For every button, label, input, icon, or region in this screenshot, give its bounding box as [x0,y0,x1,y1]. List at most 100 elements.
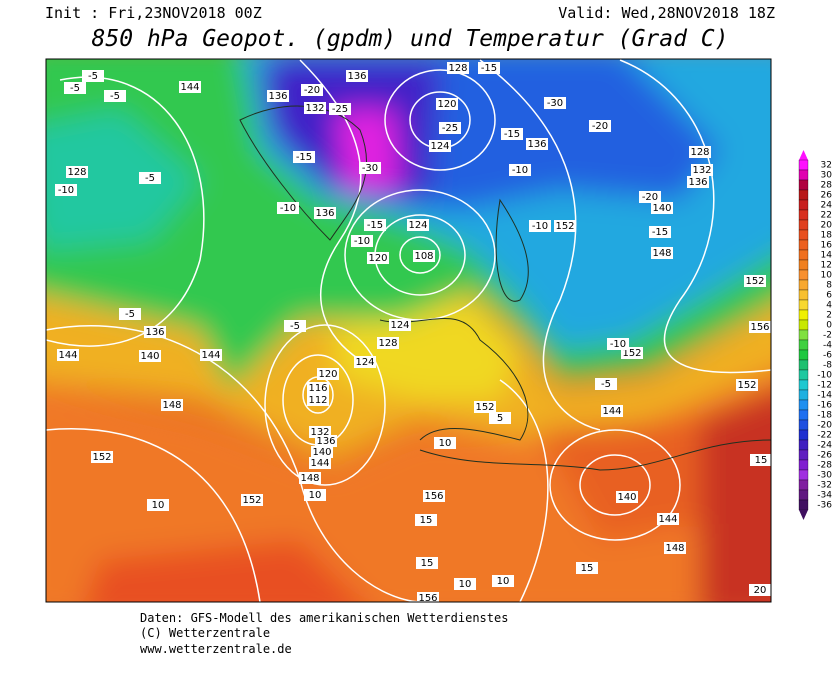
colorbar-box [798,309,809,321]
footer-url: www.wetterzentrale.de [140,642,292,656]
label-box [454,578,476,590]
label-box [492,575,514,587]
label-box [367,252,389,264]
contour-label: 136 [145,327,164,338]
colorbar-box [798,279,809,291]
label-box [749,584,771,596]
contour-label: 10 [459,579,472,590]
colorbar-arrow-bottom [799,510,808,520]
label-box [689,146,711,158]
contour-label: 136 [688,177,707,188]
contour-label: -5 [601,379,611,390]
label-box [436,98,458,110]
contour-label: 144 [201,350,220,361]
colorbar-label: -20 [817,421,832,431]
contour-label: 144 [180,82,199,93]
colorbar-box [798,369,809,381]
colorbar-box [798,459,809,471]
colorbar-box [798,209,809,221]
label-box [595,378,617,390]
colorbar-box [798,249,809,261]
label-box [329,103,351,115]
colorbar-box [798,339,809,351]
contour-label: -10 [280,203,296,214]
colorbar-box [798,489,809,501]
contour-label: 152 [737,380,756,391]
contour-label: -25 [442,123,458,134]
label-box [309,457,331,469]
colorbar-label: -24 [817,441,832,451]
footer-source: Daten: GFS-Modell des amerikanischen Wet… [140,611,508,625]
colorbar-label: -30 [817,471,832,481]
label-box [200,349,222,361]
contour-label: 128 [448,63,467,74]
colorbar-box [798,479,809,491]
contour-label: 144 [310,458,329,469]
colorbar-arrow-top [799,150,808,160]
label-box [389,319,411,331]
label-box [82,70,104,82]
label-box [139,350,161,362]
label-box [478,62,500,74]
contour-label: 132 [305,103,324,114]
colorbar-box [798,179,809,191]
contour-label: 148 [665,543,684,554]
contour-label: 124 [430,141,449,152]
colorbar-box [798,189,809,201]
contour-label: 152 [92,452,111,463]
colorbar-label: -18 [817,411,832,421]
colorbar-box [798,409,809,421]
contour-label: 152 [622,348,641,359]
label-box [687,176,709,188]
label-box [447,62,469,74]
contour-label: 140 [617,492,636,503]
colorbar-box [798,399,809,411]
label-box [161,399,183,411]
contour-label: -10 [512,165,528,176]
label-box [315,435,337,447]
contour-label: -15 [504,129,520,140]
colorbar-label: 22 [821,211,832,221]
init-time: Init : Fri,23NOV2018 00Z [45,4,262,22]
map-title: 850 hPa Geopot. (gpdm) und Temperatur (G… [92,26,729,52]
label-box [64,82,86,94]
colorbar-box [798,159,809,171]
colorbar-box [798,219,809,231]
contour-label: -20 [592,121,608,132]
label-box [55,184,77,196]
label-box [657,513,679,525]
label-box [317,368,339,380]
contour-label: 108 [414,251,433,262]
label-box [351,235,373,247]
label-box [407,219,429,231]
label-box [501,128,523,140]
label-box [649,226,671,238]
contour-label: -10 [354,236,370,247]
label-box [346,70,368,82]
contour-label: 5 [497,413,503,424]
label-box [284,320,306,332]
footer-copyright: (C) Wetterzentrale [140,626,270,640]
contour-label: 152 [242,495,261,506]
label-box [509,164,531,176]
label-box [119,308,141,320]
contour-label: -20 [642,192,658,203]
contour-label: 140 [312,447,331,458]
label-box [104,90,126,102]
contour-label: 112 [308,395,327,406]
contour-label: 15 [755,455,768,466]
colorbar-box [798,449,809,461]
colorbar-label: -10 [817,371,832,381]
colorbar-label: 6 [826,291,832,301]
contour-label: -5 [70,83,80,94]
contours [46,59,771,602]
label-box [415,514,437,526]
colorbar-label: 2 [826,311,832,321]
label-box [314,207,336,219]
colorbar-box [798,329,809,341]
contour-label: 136 [347,71,366,82]
colorbar-box [798,429,809,441]
colorbar-label: -6 [823,351,832,361]
label-box [439,122,461,134]
